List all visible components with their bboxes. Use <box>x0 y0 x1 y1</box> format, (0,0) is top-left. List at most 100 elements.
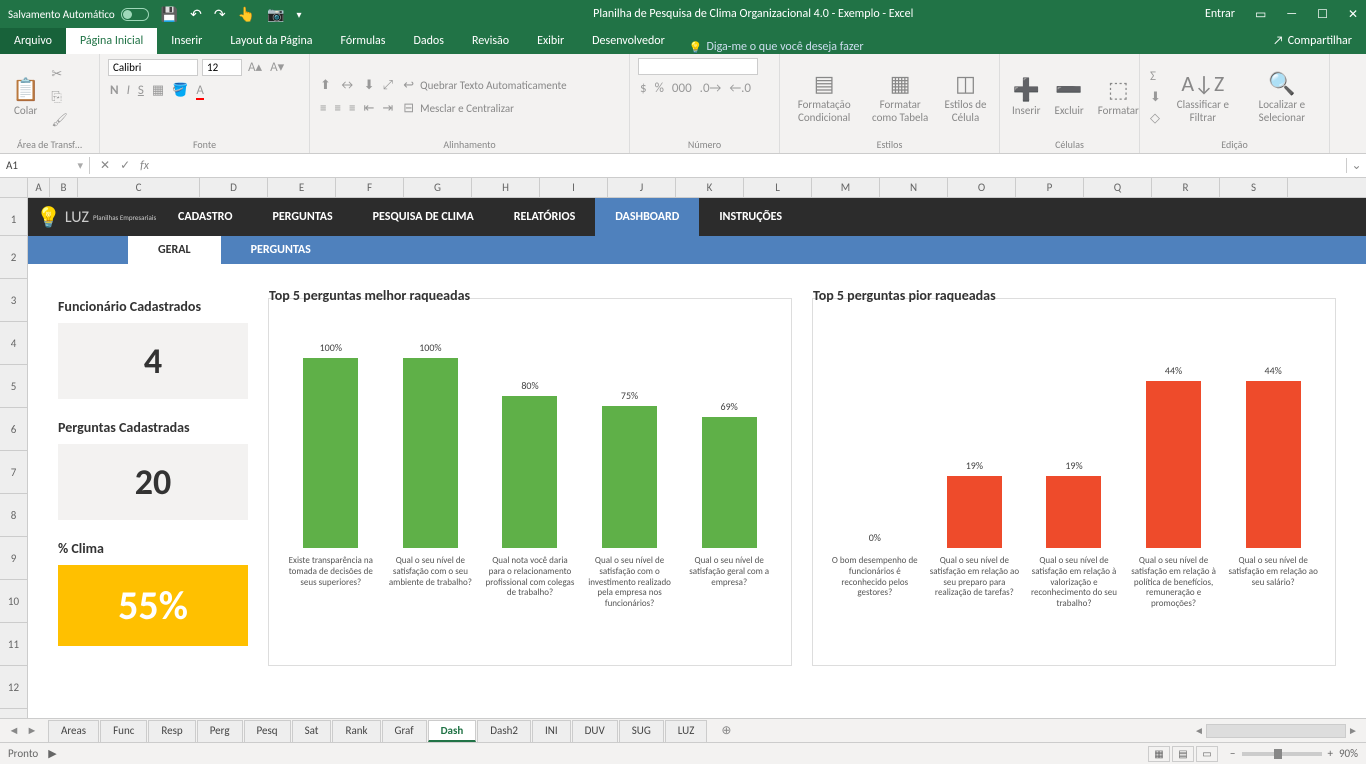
sheet-nav-prev-icon[interactable]: ◄ <box>6 724 22 737</box>
maximize-icon[interactable]: ☐ <box>1317 7 1328 22</box>
sheet-tab-ini[interactable]: INI <box>532 720 571 742</box>
tab-exibir[interactable]: Exibir <box>523 28 578 54</box>
zoom-slider[interactable] <box>1242 752 1322 756</box>
close-icon[interactable]: ✕ <box>1348 7 1358 22</box>
grow-font-icon[interactable]: A▴ <box>246 58 264 77</box>
col-header-K[interactable]: K <box>676 178 744 197</box>
sheet-tab-dash[interactable]: Dash <box>428 720 477 742</box>
row-header-3[interactable]: 3 <box>0 279 27 322</box>
row-header-12[interactable]: 12 <box>0 666 27 709</box>
row-header-6[interactable]: 6 <box>0 408 27 451</box>
row-header-5[interactable]: 5 <box>0 365 27 408</box>
row-header-11[interactable]: 11 <box>0 623 27 666</box>
col-header-D[interactable]: D <box>200 178 268 197</box>
nav-dashboard[interactable]: DASHBOARD <box>595 198 699 236</box>
row-header-9[interactable]: 9 <box>0 537 27 580</box>
worksheet-grid[interactable]: ABCDEFGHIJKLMNOPQRS 123456789101112 💡 LU… <box>0 178 1366 718</box>
merge-center-button[interactable]: ⊟Mesclar e Centralizar <box>401 99 566 118</box>
col-header-B[interactable]: B <box>50 178 78 197</box>
cut-icon[interactable]: ✂ <box>49 65 70 84</box>
hscroll-track[interactable] <box>1206 724 1346 738</box>
clear-icon[interactable]: ◇ <box>1148 109 1163 128</box>
tab-layout-da-página[interactable]: Layout da Página <box>216 28 326 54</box>
redo-icon[interactable]: ↷ <box>214 6 226 23</box>
sheet-tab-sug[interactable]: SUG <box>619 720 664 742</box>
zoom-out-icon[interactable]: − <box>1230 747 1235 760</box>
sheet-tab-pesq[interactable]: Pesq <box>244 720 291 742</box>
tab-file[interactable]: Arquivo <box>0 28 66 54</box>
add-sheet-icon[interactable]: ⊕ <box>716 723 736 738</box>
name-box[interactable]: A1▾ <box>0 157 90 174</box>
paste-button[interactable]: 📋Colar <box>8 74 43 119</box>
wrap-text-button[interactable]: ↩Quebrar Texto Automaticamente <box>401 76 566 95</box>
undo-icon[interactable]: ↶ <box>190 6 202 23</box>
sheet-tab-dash2[interactable]: Dash2 <box>477 720 531 742</box>
number-format-select[interactable] <box>638 58 758 75</box>
tab-fórmulas[interactable]: Fórmulas <box>327 28 400 54</box>
col-header-C[interactable]: C <box>78 178 200 197</box>
tab-revisão[interactable]: Revisão <box>458 28 523 54</box>
sheet-tab-func[interactable]: Func <box>100 720 147 742</box>
select-all-corner[interactable] <box>0 178 28 197</box>
indent-dec-icon[interactable]: ⇤ <box>361 99 376 118</box>
font-color-icon[interactable]: A <box>194 81 206 100</box>
border-icon[interactable]: ▦ <box>150 81 166 100</box>
tab-página-inicial[interactable]: Página Inicial <box>66 28 157 54</box>
bold-icon[interactable]: N <box>108 81 121 100</box>
autosum-icon[interactable]: Σ <box>1148 67 1163 86</box>
sheet-tab-areas[interactable]: Areas <box>48 720 99 742</box>
nav-perguntas[interactable]: PERGUNTAS <box>252 198 352 236</box>
col-header-H[interactable]: H <box>472 178 540 197</box>
zoom-level[interactable]: 90% <box>1339 747 1358 760</box>
align-center-icon[interactable]: ≡ <box>332 99 342 118</box>
view-layout-icon[interactable]: ▤ <box>1172 746 1194 762</box>
view-normal-icon[interactable]: ▦ <box>1148 746 1170 762</box>
col-header-P[interactable]: P <box>1016 178 1084 197</box>
col-header-G[interactable]: G <box>404 178 472 197</box>
inc-decimal-icon[interactable]: .0→ <box>698 79 724 98</box>
align-middle-icon[interactable]: ↔ <box>337 76 358 95</box>
macro-record-icon[interactable]: ▶ <box>48 747 56 760</box>
tab-inserir[interactable]: Inserir <box>157 28 216 54</box>
minimize-icon[interactable]: — <box>1286 7 1297 21</box>
col-header-M[interactable]: M <box>812 178 880 197</box>
sheet-tab-resp[interactable]: Resp <box>148 720 195 742</box>
nav-cadastro[interactable]: CADASTRO <box>158 198 252 236</box>
underline-icon[interactable]: S <box>136 81 146 100</box>
sheet-tab-sat[interactable]: Sat <box>292 720 332 742</box>
cell-styles-button[interactable]: ◫Estilos de Célula <box>940 68 991 125</box>
sheet-tab-perg[interactable]: Perg <box>197 720 243 742</box>
align-right-icon[interactable]: ≡ <box>347 99 357 118</box>
percent-icon[interactable]: % <box>653 79 666 98</box>
col-header-N[interactable]: N <box>880 178 948 197</box>
col-header-A[interactable]: A <box>28 178 50 197</box>
row-header-10[interactable]: 10 <box>0 580 27 623</box>
expand-formula-bar-icon[interactable]: ⌄ <box>1346 158 1366 173</box>
fx-icon[interactable]: fx <box>140 159 149 173</box>
delete-cells-button[interactable]: ➖Excluir <box>1051 74 1088 119</box>
col-header-R[interactable]: R <box>1152 178 1220 197</box>
font-size-select[interactable] <box>202 59 242 76</box>
row-header-4[interactable]: 4 <box>0 322 27 365</box>
sort-filter-button[interactable]: A↓ZClassificar e Filtrar <box>1169 68 1237 125</box>
nav-instruções[interactable]: INSTRUÇÕES <box>699 198 802 236</box>
nav-relatórios[interactable]: RELATÓRIOS <box>494 198 596 236</box>
col-header-E[interactable]: E <box>268 178 336 197</box>
shrink-font-icon[interactable]: A▾ <box>268 58 286 77</box>
sheet-tab-duv[interactable]: DUV <box>572 720 618 742</box>
col-header-O[interactable]: O <box>948 178 1016 197</box>
align-left-icon[interactable]: ≡ <box>318 99 328 118</box>
font-name-select[interactable] <box>108 59 198 76</box>
col-header-I[interactable]: I <box>540 178 608 197</box>
tell-me[interactable]: Diga-me o que você deseja fazer <box>679 40 874 54</box>
fill-color-icon[interactable]: 🪣 <box>170 81 190 100</box>
hscroll-right-icon[interactable]: ► <box>1348 724 1358 737</box>
row-header-2[interactable]: 2 <box>0 236 27 279</box>
col-header-L[interactable]: L <box>744 178 812 197</box>
insert-cells-button[interactable]: ➕Inserir <box>1008 74 1045 119</box>
col-header-S[interactable]: S <box>1220 178 1288 197</box>
dec-decimal-icon[interactable]: ←.0 <box>727 79 753 98</box>
signin-link[interactable]: Entrar <box>1205 7 1235 21</box>
sheet-tab-rank[interactable]: Rank <box>332 720 380 742</box>
hscroll-left-icon[interactable]: ◄ <box>1194 724 1204 737</box>
